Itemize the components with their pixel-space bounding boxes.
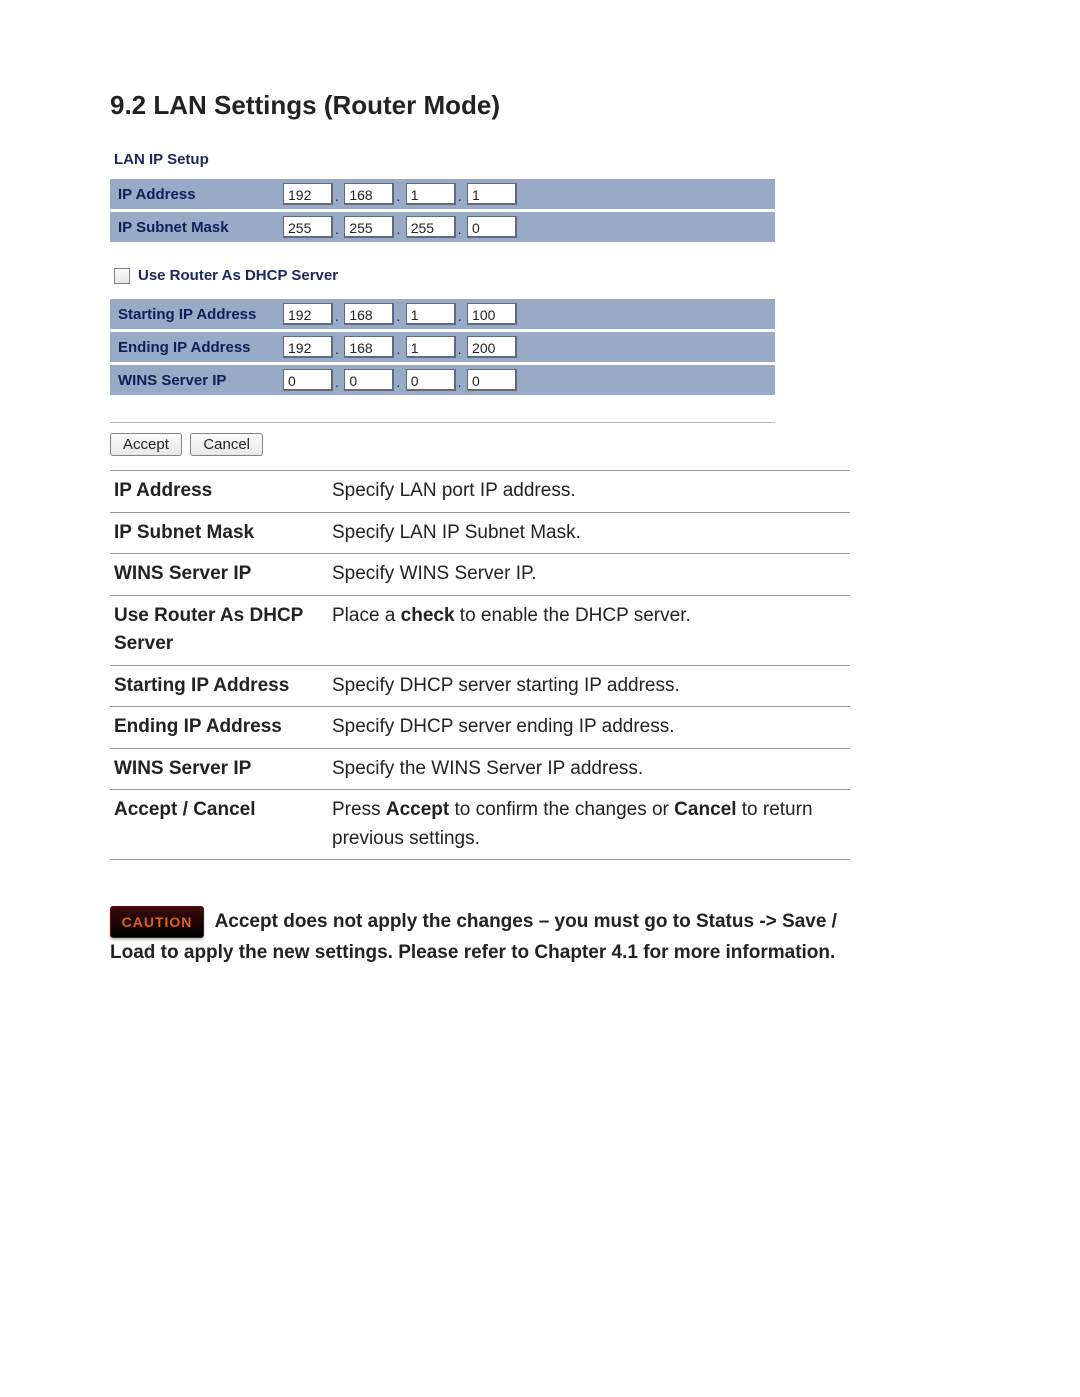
subnet-octet-1[interactable]: 255	[283, 216, 333, 238]
desc-val: Press Accept to confirm the changes or C…	[328, 790, 850, 860]
desc-key: IP Subnet Mask	[110, 512, 328, 554]
desc-val: Specify LAN port IP address.	[328, 471, 850, 513]
subnet-octet-3[interactable]: 255	[406, 216, 456, 238]
row-ip-address: IP Address 192. 168. 1. 1	[110, 179, 775, 209]
panel-lan-ip-setup: LAN IP Setup	[114, 151, 970, 168]
subnet-octet-4[interactable]: 0	[467, 216, 517, 238]
row-subnet-mask: IP Subnet Mask 255. 255. 255. 0	[110, 212, 775, 242]
caution-text: Accept does not apply the changes – you …	[110, 911, 837, 963]
accept-button[interactable]: Accept	[110, 433, 182, 456]
caution-note: CAUTION Accept does not apply the change…	[110, 906, 850, 968]
ending-ip-octet-3[interactable]: 1	[406, 336, 456, 358]
starting-ip-octet-3[interactable]: 1	[406, 303, 456, 325]
desc-val: Specify the WINS Server IP address.	[328, 748, 850, 790]
use-router-as-dhcp-checkbox[interactable]	[114, 268, 130, 284]
label-ip-address: IP Address	[110, 179, 277, 209]
wins-ip-octet-3[interactable]: 0	[406, 369, 456, 391]
starting-ip-octet-1[interactable]: 192	[283, 303, 333, 325]
ip-address-octet-2[interactable]: 168	[344, 183, 394, 205]
desc-val: Place a check to enable the DHCP server.	[328, 595, 850, 665]
ending-ip-octet-1[interactable]: 192	[283, 336, 333, 358]
dhcp-table: Starting IP Address 192. 168. 1. 100 End…	[110, 296, 775, 398]
desc-val: Specify DHCP server ending IP address.	[328, 707, 850, 749]
label-subnet-mask: IP Subnet Mask	[110, 212, 277, 242]
desc-key: WINS Server IP	[110, 554, 328, 596]
wins-ip-octet-4[interactable]: 0	[467, 369, 517, 391]
lan-ip-table: IP Address 192. 168. 1. 1 IP Subnet Mask…	[110, 176, 775, 245]
desc-key: Accept / Cancel	[110, 790, 328, 860]
desc-val: Specify WINS Server IP.	[328, 554, 850, 596]
ip-address-octet-1[interactable]: 192	[283, 183, 333, 205]
desc-val: Specify LAN IP Subnet Mask.	[328, 512, 850, 554]
label-starting-ip: Starting IP Address	[110, 299, 277, 329]
page-title: 9.2 LAN Settings (Router Mode)	[110, 90, 970, 121]
wins-ip-octet-1[interactable]: 0	[283, 369, 333, 391]
desc-key: Use Router As DHCP Server	[110, 595, 328, 665]
starting-ip-octet-4[interactable]: 100	[467, 303, 517, 325]
cancel-button[interactable]: Cancel	[190, 433, 263, 456]
row-ending-ip: Ending IP Address 192. 168. 1. 200	[110, 332, 775, 362]
desc-key: Starting IP Address	[110, 665, 328, 707]
label-ending-ip: Ending IP Address	[110, 332, 277, 362]
ending-ip-octet-2[interactable]: 168	[344, 336, 394, 358]
row-starting-ip: Starting IP Address 192. 168. 1. 100	[110, 299, 775, 329]
ending-ip-octet-4[interactable]: 200	[467, 336, 517, 358]
desc-key: WINS Server IP	[110, 748, 328, 790]
divider	[110, 422, 775, 423]
subnet-octet-2[interactable]: 255	[344, 216, 394, 238]
use-router-as-dhcp-label: Use Router As DHCP Server	[138, 267, 338, 284]
ip-address-octet-4[interactable]: 1	[467, 183, 517, 205]
wins-ip-octet-2[interactable]: 0	[344, 369, 394, 391]
ip-address-octet-3[interactable]: 1	[406, 183, 456, 205]
row-wins-ip: WINS Server IP 0. 0. 0. 0	[110, 365, 775, 395]
starting-ip-octet-2[interactable]: 168	[344, 303, 394, 325]
description-table: IP Address Specify LAN port IP address. …	[110, 470, 850, 860]
desc-val: Specify DHCP server starting IP address.	[328, 665, 850, 707]
desc-key: Ending IP Address	[110, 707, 328, 749]
label-wins-ip: WINS Server IP	[110, 365, 277, 395]
caution-icon: CAUTION	[110, 906, 204, 938]
desc-key: IP Address	[110, 471, 328, 513]
